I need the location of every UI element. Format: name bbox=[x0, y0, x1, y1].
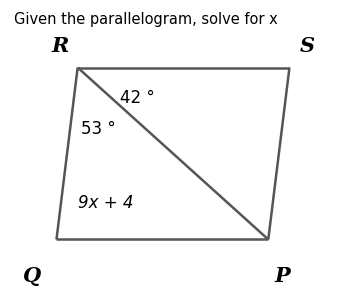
Text: S: S bbox=[300, 36, 315, 56]
Text: 9x + 4: 9x + 4 bbox=[78, 194, 133, 212]
Text: 42 °: 42 ° bbox=[120, 89, 155, 107]
Text: R: R bbox=[51, 36, 69, 56]
Text: Q: Q bbox=[23, 266, 41, 286]
Text: 53 °: 53 ° bbox=[81, 120, 116, 138]
Text: Given the parallelogram, solve for x: Given the parallelogram, solve for x bbox=[14, 12, 278, 27]
Text: P: P bbox=[275, 266, 290, 286]
